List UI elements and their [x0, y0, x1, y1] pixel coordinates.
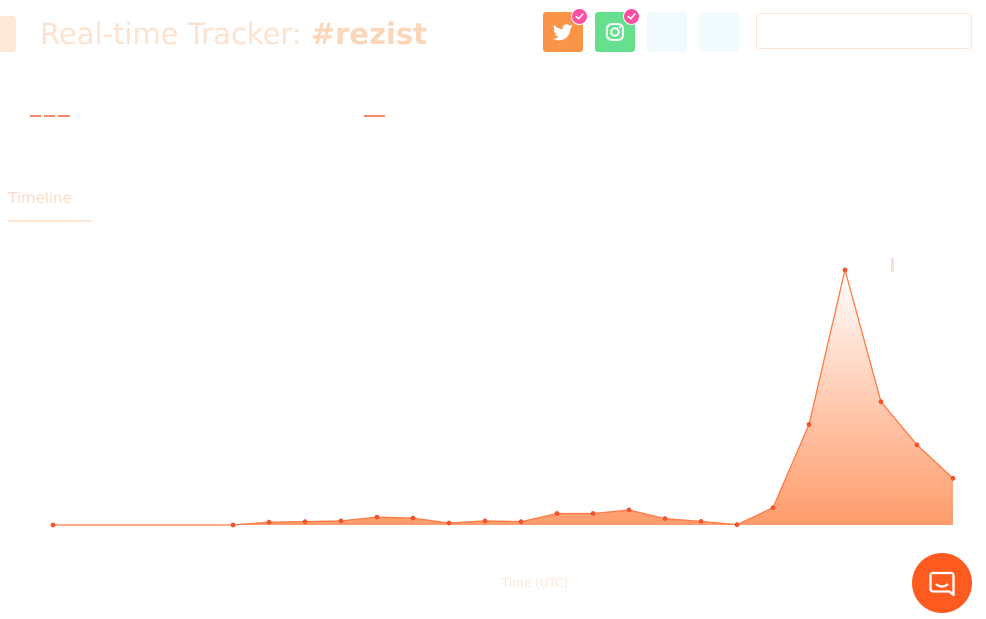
stat-placeholder-dash	[364, 115, 385, 117]
header: Real-time Tracker: #rezist	[0, 0, 986, 70]
chart-point[interactable]	[806, 422, 812, 427]
chart-point[interactable]	[662, 516, 668, 521]
chart-point[interactable]	[302, 519, 308, 525]
chart-point[interactable]	[842, 267, 848, 273]
stat-placeholder-dash	[44, 115, 55, 117]
chart-point[interactable]	[914, 442, 920, 448]
stat-placeholder-dash	[58, 115, 70, 117]
chart-point[interactable]	[626, 507, 632, 513]
chart-tooltip-marker	[891, 258, 894, 272]
instagram-button[interactable]	[595, 8, 640, 52]
chart-point[interactable]	[878, 399, 884, 405]
chart-point[interactable]	[230, 522, 236, 528]
instagram-selected-check-icon	[623, 8, 640, 25]
chart-point[interactable]	[374, 514, 380, 520]
chart-point[interactable]	[50, 522, 56, 528]
chart-point[interactable]	[734, 522, 740, 528]
header-accent-bar	[0, 16, 16, 52]
chart-point[interactable]	[554, 511, 560, 516]
chart-point[interactable]	[266, 519, 272, 525]
tab-timeline-label: Timeline	[8, 189, 72, 207]
tab-timeline[interactable]: Timeline	[8, 186, 92, 222]
twitter-bird-icon	[553, 23, 573, 40]
chart-point[interactable]	[446, 520, 452, 526]
twitter-button[interactable]	[543, 8, 588, 52]
chat-launcher-button[interactable]	[912, 553, 972, 613]
chart-point[interactable]	[590, 511, 596, 516]
chart-point[interactable]	[950, 475, 956, 481]
page-title-hashtag: #rezist	[310, 17, 428, 51]
chat-bubble-icon	[929, 571, 955, 597]
chart-area-fill	[53, 270, 953, 525]
chart-point[interactable]	[770, 505, 776, 511]
instagram-icon	[606, 23, 624, 41]
chart-point[interactable]	[338, 518, 344, 524]
chart-series-line	[53, 269, 954, 526]
stat-placeholder-dash	[30, 115, 41, 117]
twitter-selected-check-icon	[571, 8, 588, 25]
social-button-extra-2[interactable]	[699, 12, 739, 52]
chart-point[interactable]	[698, 519, 704, 524]
x-axis-label: Time (UTC)	[501, 576, 569, 590]
chart-point[interactable]	[410, 515, 416, 521]
chart-point[interactable]	[518, 519, 524, 525]
page-title: Real-time Tracker: #rezist	[40, 14, 427, 54]
search-input[interactable]	[756, 13, 972, 49]
social-button-extra-1[interactable]	[647, 12, 687, 52]
page-title-prefix: Real-time Tracker:	[40, 17, 302, 51]
chart-point[interactable]	[482, 518, 488, 524]
